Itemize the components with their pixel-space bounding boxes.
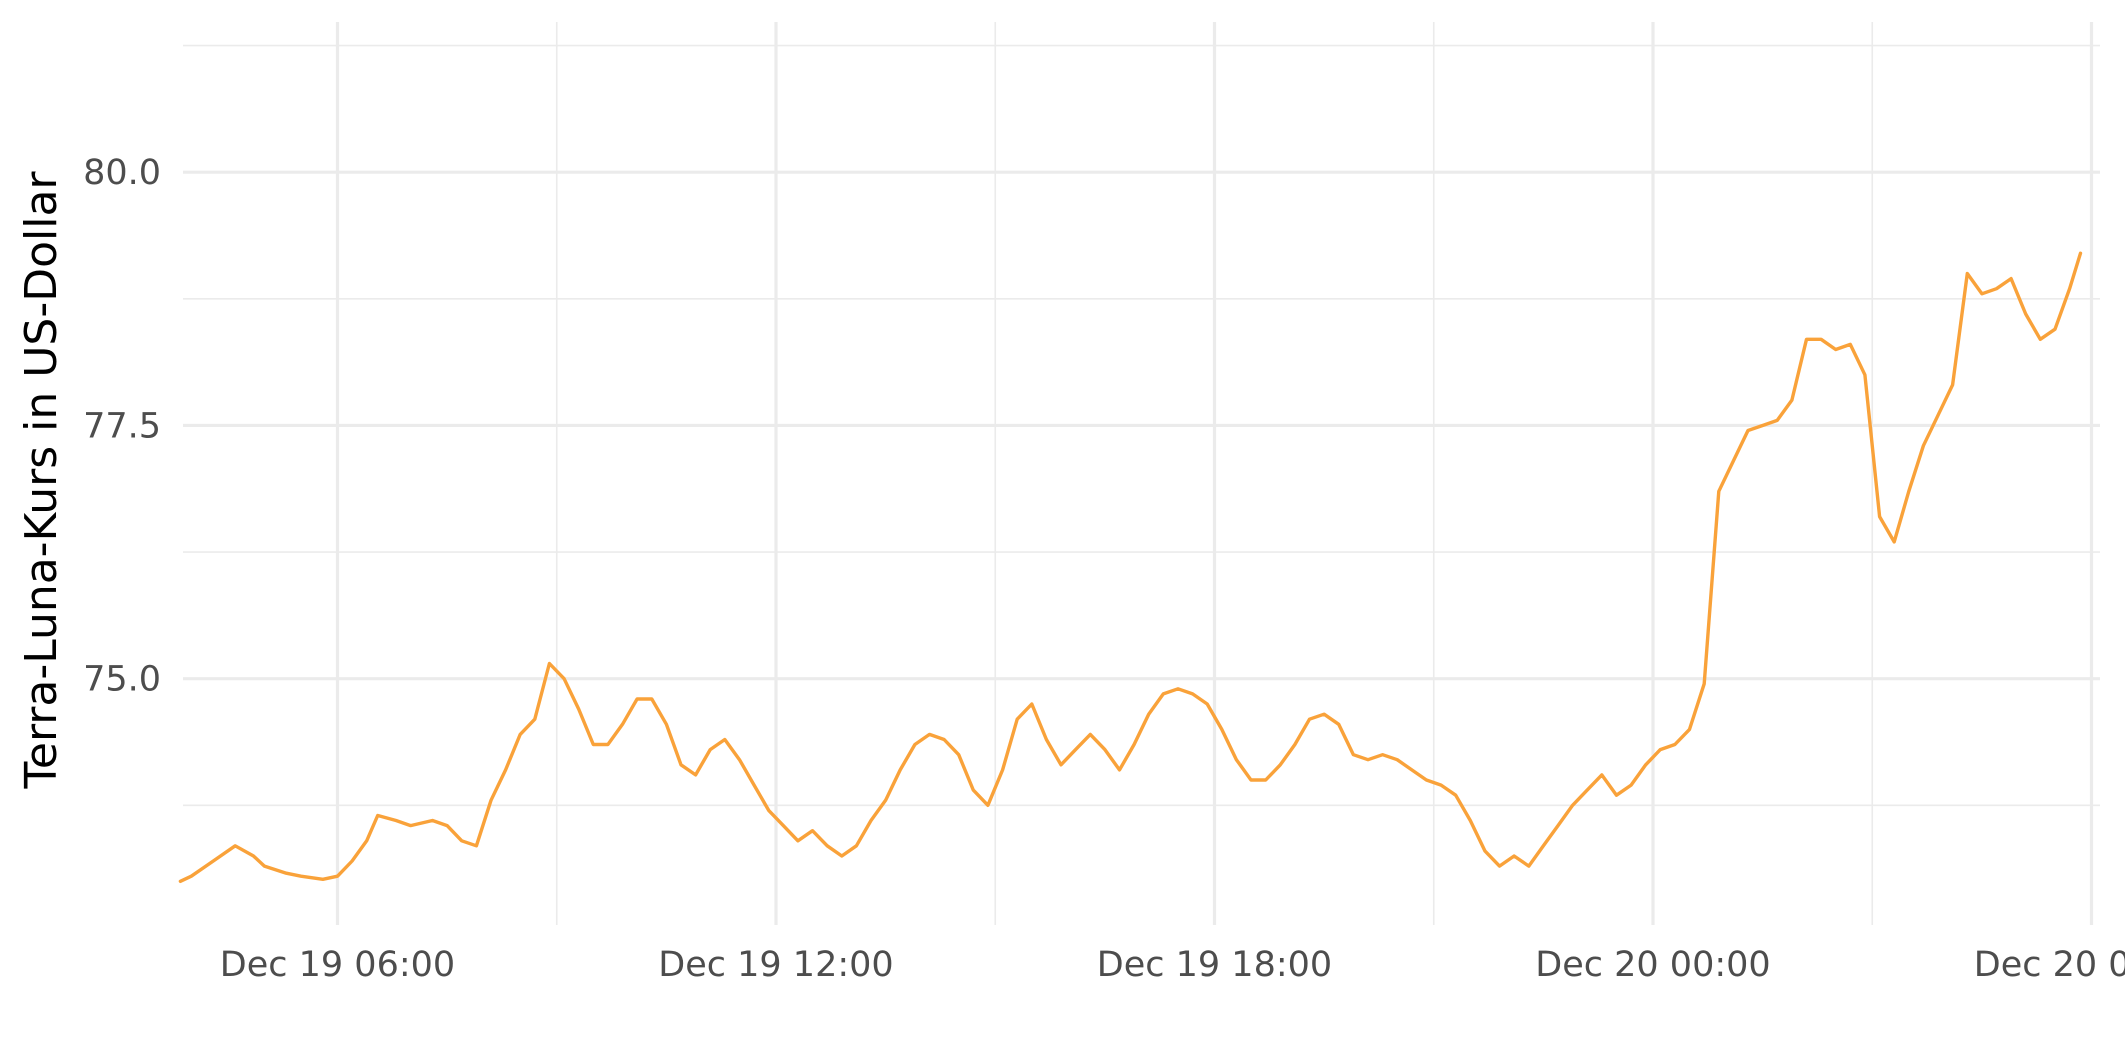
y-tick-label-2: 80.0 — [83, 153, 161, 193]
series-layer — [178, 251, 2083, 883]
minor-gridlines — [183, 22, 2100, 925]
y-axis-title: Terra-Luna-Kurs in US-Dollar — [16, 171, 67, 790]
y-axis-tick-labels: 75.0 77.5 80.0 — [83, 153, 161, 700]
x-tick-label-1: Dec 19 12:00 — [658, 945, 893, 985]
x-tick-label-3: Dec 20 00:00 — [1535, 945, 1770, 985]
x-tick-label-4: Dec 20 06:00 — [1974, 945, 2125, 985]
x-tick-label-0: Dec 19 06:00 — [220, 945, 455, 985]
x-axis-tick-labels: Dec 19 06:00 Dec 19 12:00 Dec 19 18:00 Dec … — [220, 945, 2125, 985]
series-line-0 — [178, 251, 2083, 883]
major-gridlines — [183, 22, 2100, 925]
y-tick-label-1: 77.5 — [83, 406, 161, 446]
x-tick-label-2: Dec 19 18:00 — [1097, 945, 1332, 985]
y-tick-label-0: 75.0 — [83, 660, 161, 700]
